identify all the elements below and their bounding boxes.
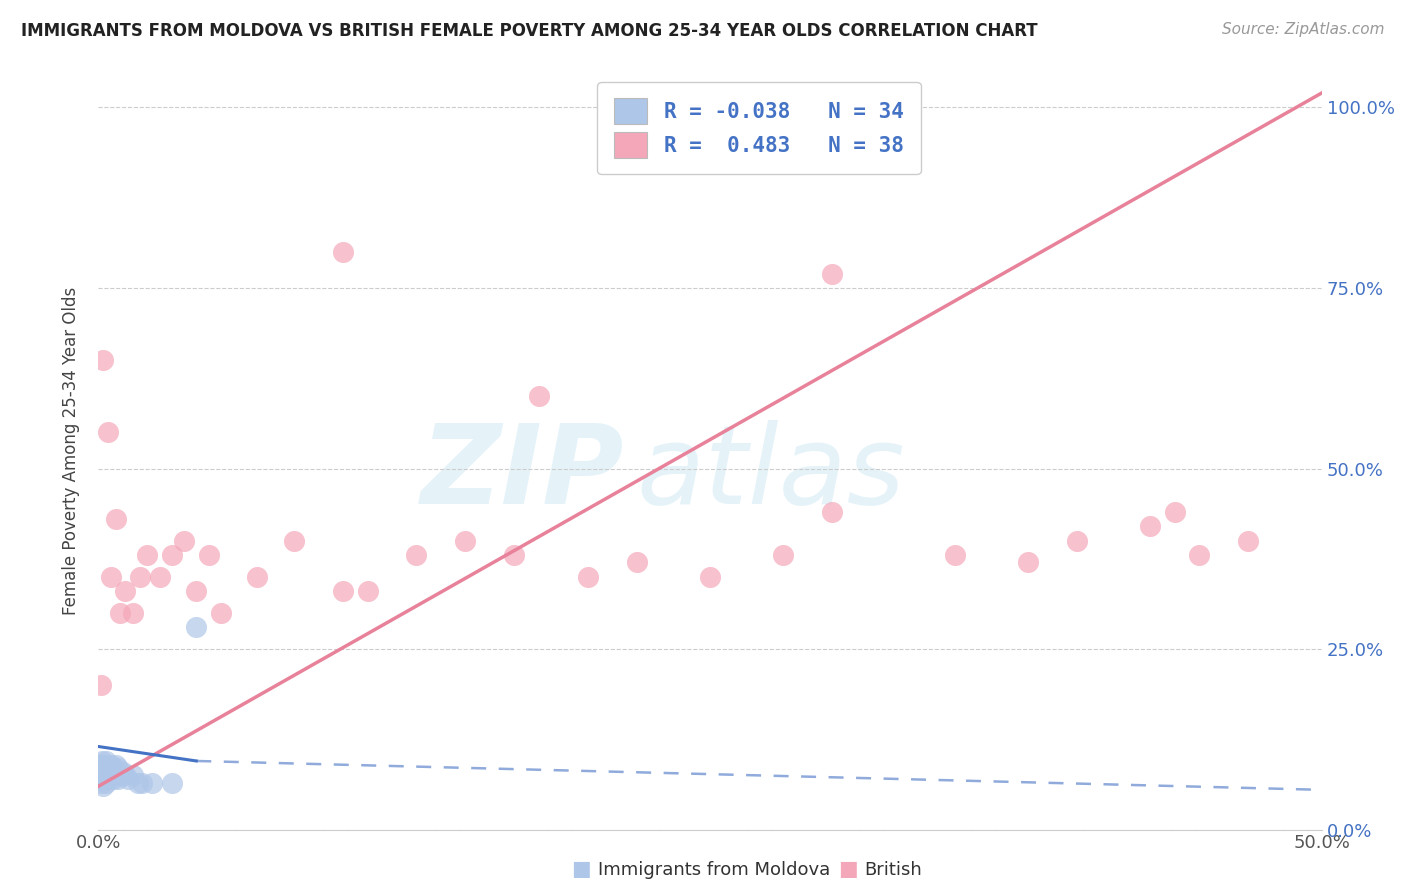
- Point: [94, 754, 117, 768]
- Point: [246, 570, 269, 584]
- Point: [100, 570, 122, 584]
- Text: atlas: atlas: [637, 420, 905, 526]
- Point: [100, 757, 122, 772]
- Point: [527, 389, 550, 403]
- Point: [209, 606, 232, 620]
- Point: [356, 584, 378, 599]
- Point: [114, 768, 136, 782]
- Point: [114, 584, 136, 599]
- Text: ■: ■: [571, 859, 591, 879]
- Point: [107, 761, 129, 775]
- Point: [89, 764, 111, 779]
- Point: [121, 606, 143, 620]
- Point: [1066, 533, 1088, 548]
- Text: Immigrants from Moldova: Immigrants from Moldova: [598, 861, 830, 879]
- Point: [100, 768, 122, 782]
- Point: [91, 768, 114, 782]
- Point: [1188, 548, 1211, 562]
- Point: [197, 548, 219, 562]
- Point: [149, 570, 172, 584]
- Point: [576, 570, 599, 584]
- Point: [97, 772, 120, 786]
- Point: [129, 570, 152, 584]
- Point: [699, 570, 721, 584]
- Point: [332, 584, 354, 599]
- Point: [1237, 533, 1260, 548]
- Point: [1139, 519, 1161, 533]
- Point: [93, 761, 115, 775]
- Point: [454, 533, 477, 548]
- Point: [97, 761, 120, 775]
- Text: British: British: [865, 861, 922, 879]
- Point: [110, 606, 132, 620]
- Point: [141, 775, 163, 789]
- Point: [1164, 505, 1187, 519]
- Point: [90, 678, 112, 692]
- Point: [186, 584, 208, 599]
- Point: [104, 757, 127, 772]
- Point: [91, 757, 114, 772]
- Point: [97, 425, 120, 440]
- Point: [173, 533, 195, 548]
- Text: IMMIGRANTS FROM MOLDOVA VS BRITISH FEMALE POVERTY AMONG 25-34 YEAR OLDS CORRELAT: IMMIGRANTS FROM MOLDOVA VS BRITISH FEMAL…: [21, 22, 1038, 40]
- Legend: R = -0.038   N = 34, R =  0.483   N = 38: R = -0.038 N = 34, R = 0.483 N = 38: [598, 82, 921, 174]
- Point: [821, 505, 844, 519]
- Point: [110, 768, 132, 782]
- Point: [104, 512, 127, 526]
- Point: [821, 267, 844, 281]
- Point: [136, 548, 159, 562]
- Point: [94, 775, 117, 789]
- Point: [186, 620, 208, 634]
- Point: [111, 764, 134, 779]
- Point: [91, 353, 114, 368]
- Point: [94, 764, 117, 779]
- Point: [943, 548, 966, 562]
- Text: ZIP: ZIP: [420, 420, 624, 526]
- Point: [91, 779, 114, 793]
- Point: [283, 533, 305, 548]
- Point: [131, 775, 153, 789]
- Point: [91, 754, 114, 768]
- Point: [101, 772, 124, 786]
- Point: [91, 764, 114, 779]
- Point: [117, 772, 139, 786]
- Point: [405, 548, 427, 562]
- Point: [1017, 555, 1039, 569]
- Point: [160, 775, 183, 789]
- Point: [160, 548, 183, 562]
- Text: ■: ■: [838, 859, 858, 879]
- Point: [121, 768, 143, 782]
- Point: [90, 757, 112, 772]
- Point: [772, 548, 794, 562]
- Point: [90, 775, 112, 789]
- Point: [503, 548, 526, 562]
- Point: [332, 244, 354, 259]
- Point: [90, 772, 112, 786]
- Point: [89, 768, 111, 782]
- Point: [626, 555, 648, 569]
- Point: [104, 768, 127, 782]
- Point: [101, 761, 124, 775]
- Text: Source: ZipAtlas.com: Source: ZipAtlas.com: [1222, 22, 1385, 37]
- Y-axis label: Female Poverty Among 25-34 Year Olds: Female Poverty Among 25-34 Year Olds: [62, 286, 80, 615]
- Point: [127, 775, 149, 789]
- Point: [107, 772, 129, 786]
